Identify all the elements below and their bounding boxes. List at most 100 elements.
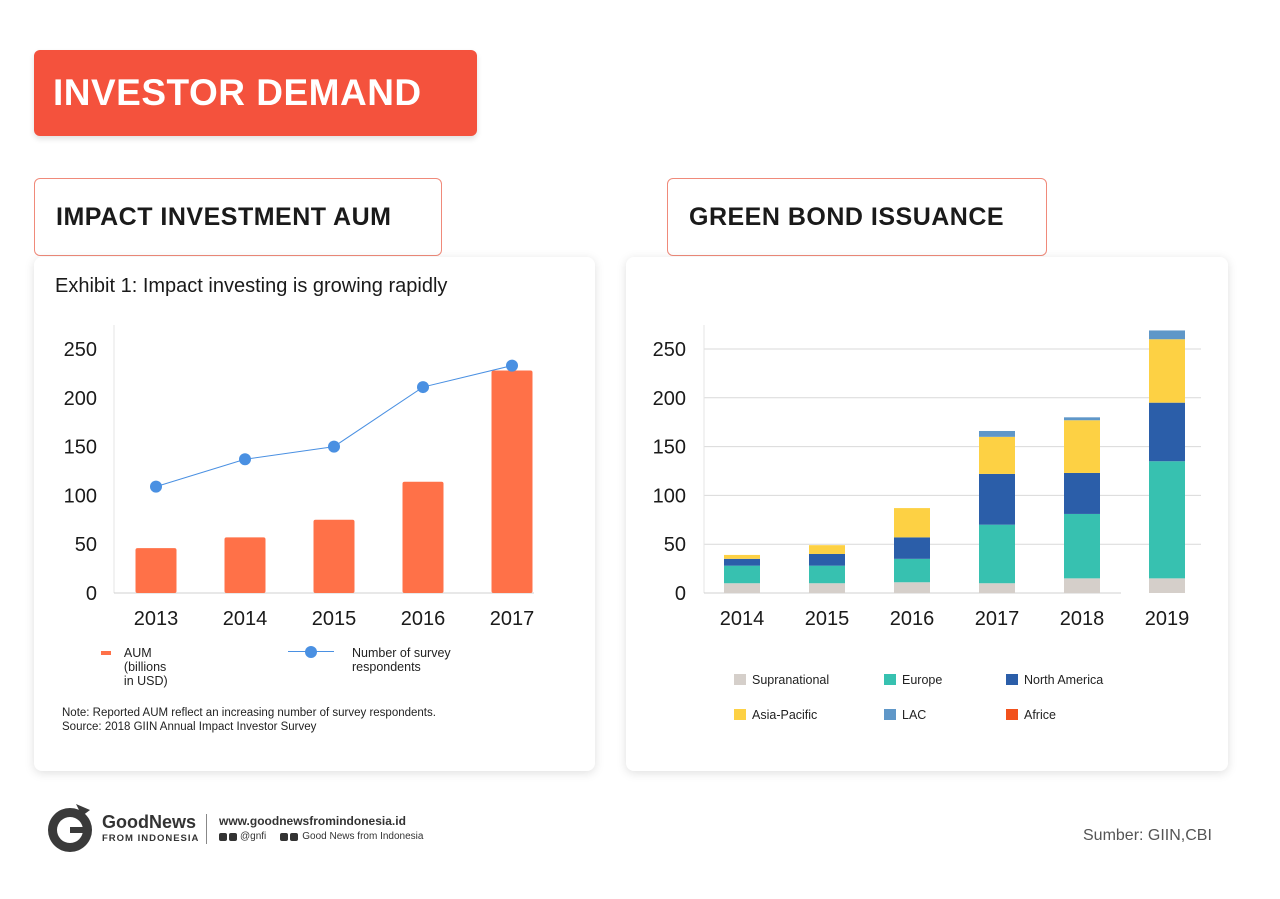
stacked-segment [1149, 578, 1185, 593]
stacked-segment [1064, 472, 1100, 514]
x-tick-label: 2017 [975, 608, 1020, 630]
stacked-segment [1064, 578, 1100, 593]
stacked-segment [809, 545, 845, 554]
legend-item-lac: LAC [884, 708, 926, 722]
stacked-segment [809, 565, 845, 584]
y-tick-label: 100 [64, 485, 97, 507]
legend-label: Supranational [752, 673, 830, 687]
legend-label: LAC [902, 708, 927, 722]
aum-chart: 0 50 100 150 200 250 2013 2014 2015 2016 2017 [64, 325, 535, 630]
social-handles: @gnfi Good News from Indonesia [219, 831, 423, 842]
stacked-segment [979, 430, 1015, 437]
stacked-segment [724, 558, 760, 566]
facebook-icon [280, 832, 289, 841]
legend-label-aum: AUM (billions in USD) [123, 646, 168, 688]
respondents-point [417, 381, 429, 394]
legend-item-north-america: North America [1006, 673, 1103, 687]
brand-subtitle: FROM INDONESIA [102, 833, 200, 844]
note-line: Note: Reported AUM reflect an increasing… [62, 707, 436, 719]
stacked-segment [979, 583, 1015, 593]
legend-bar-swatch [101, 651, 111, 655]
x-tick-label: 2017 [490, 608, 535, 630]
respondents-point [328, 440, 340, 453]
y-tick-label: 150 [64, 437, 97, 459]
y-tick-label: 250 [64, 339, 97, 361]
stacked-segment [1149, 461, 1185, 579]
respondents-point [506, 359, 518, 372]
x-tick-label: 2015 [312, 608, 357, 630]
stacked-segment [1064, 420, 1100, 473]
green-bond-chart-card: 0 50 100 150 200 250 2014 2015 2016 2017 2018 2019 … [626, 257, 1228, 771]
aum-bar [313, 519, 355, 593]
stacked-segment [724, 554, 760, 559]
legend-swatch [884, 674, 896, 685]
aum-bar [135, 548, 177, 593]
stacked-segment [809, 583, 845, 593]
y-tick-label: 50 [75, 534, 97, 556]
stacked-segment [979, 524, 1015, 584]
y-tick-label: 0 [675, 583, 686, 605]
legend-label: Asia-Pacific [752, 708, 818, 722]
stacked-segment [894, 537, 930, 559]
stacked-segment [894, 582, 930, 593]
legend-label: North America [1024, 673, 1104, 687]
exhibit-caption: Exhibit 1: Impact investing is growing r… [55, 275, 448, 297]
website-link[interactable]: www.goodnewsfromindonesia.id [219, 814, 406, 828]
chart-note: Note: Reported AUM reflect an increasing… [62, 706, 436, 734]
social-channel: Good News from Indonesia [302, 831, 424, 842]
legend-swatch [734, 709, 746, 720]
y-tick-label: 250 [653, 339, 686, 361]
y-tick-label: 150 [653, 437, 686, 459]
green-bond-legend: Supranational Europe North America Asia-… [734, 673, 1174, 733]
stacked-segment [979, 473, 1015, 525]
youtube-icon [290, 832, 299, 841]
stacked-segment [894, 508, 930, 538]
respondents-point [150, 480, 162, 493]
legend-item-europe: Europe [884, 673, 942, 687]
impact-investment-title: IMPACT INVESTMENT AUM [56, 202, 392, 231]
y-tick-label: 0 [86, 583, 97, 605]
y-tick-label: 200 [64, 388, 97, 410]
stacked-segment [724, 565, 760, 584]
instagram-icon [229, 832, 237, 841]
legend-label-respondents: Number of survey respondents [352, 646, 451, 674]
respondents-line [155, 365, 513, 488]
x-tick-label: 2018 [1060, 608, 1105, 630]
y-tick-label: 100 [653, 485, 686, 507]
source-credit: Sumber: GIIN,CBI [1083, 827, 1212, 844]
legend-line-marker [288, 646, 334, 658]
legend-item-aum: AUM (billions in USD) [101, 646, 178, 688]
footer-divider [206, 814, 207, 844]
aum-bar [402, 481, 444, 593]
legend-swatch [1006, 674, 1018, 685]
x-tick-label: 2016 [401, 608, 446, 630]
legend-item-respondents: Number of survey respondents [288, 646, 462, 674]
gnfi-logo: GoodNews FROM INDONESIA www.goodnewsfrom… [46, 800, 446, 854]
green-bond-chart: 0 50 100 150 200 250 2014 2015 2016 2017 2018 2019 [653, 325, 1201, 630]
legend-swatch [884, 709, 896, 720]
stacked-segment [809, 553, 845, 566]
respondents-point [239, 453, 251, 466]
x-tick-label: 2014 [223, 608, 268, 630]
x-tick-label: 2014 [720, 608, 765, 630]
x-tick-label: 2015 [805, 608, 850, 630]
x-tick-label: 2019 [1145, 608, 1190, 630]
social-handle: @gnfi [240, 831, 267, 842]
legend-swatch [1006, 709, 1018, 720]
aum-bar [491, 370, 533, 593]
stacked-segment [894, 558, 930, 583]
page-banner: INVESTOR DEMAND [34, 50, 477, 136]
stacked-segment [979, 436, 1015, 474]
legend-label: Europe [902, 673, 943, 687]
x-tick-label: 2013 [134, 608, 179, 630]
y-tick-label: 50 [664, 534, 686, 556]
legend-item-africe: Africe [1006, 708, 1056, 722]
source-line: Source: 2018 GIIN Annual Impact Investor… [62, 721, 317, 733]
stacked-segment [724, 583, 760, 593]
gnfi-emblem-icon [48, 804, 92, 852]
brand-name: GoodNews [102, 812, 197, 832]
twitter-icon [219, 832, 227, 841]
stacked-segment [1149, 339, 1185, 403]
legend-item-asia-pacific: Asia-Pacific [734, 708, 817, 722]
page-title: INVESTOR DEMAND [53, 72, 422, 113]
